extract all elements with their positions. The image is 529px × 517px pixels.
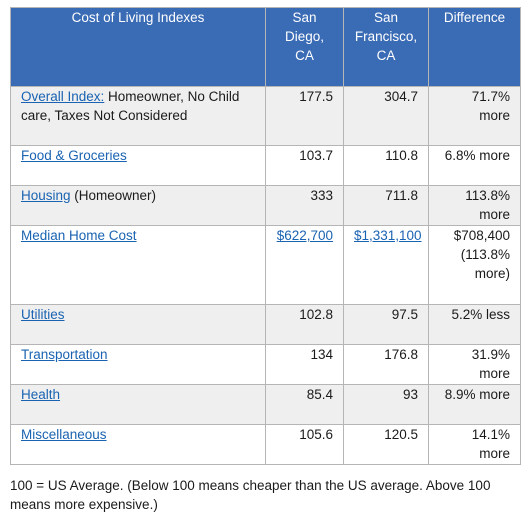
header-san-diego: San Diego, CA [265, 7, 344, 87]
difference-value: 8.9% more [428, 384, 521, 425]
median-home-cost-link[interactable]: Median Home Cost [21, 228, 137, 243]
housing-link[interactable]: Housing [21, 188, 71, 203]
food-groceries-link[interactable]: Food & Groceries [21, 148, 127, 163]
difference-value: 71.7% more [428, 86, 521, 146]
header-cost-of-living: Cost of Living Indexes [10, 7, 266, 87]
row-label: Overall Index: Homeowner, No Child care,… [10, 86, 266, 146]
san-diego-value: 102.8 [265, 304, 344, 345]
table-row: Median Home Cost $622,700 $1,331,100 $70… [10, 225, 521, 305]
san-francisco-value: 304.7 [343, 86, 429, 146]
difference-value: 5.2% less [428, 304, 521, 345]
difference-value: 31.9% more [428, 344, 521, 385]
table-header-row: Cost of Living Indexes San Diego, CA San… [10, 7, 521, 87]
difference-value: $708,400 (113.8% more) [428, 225, 521, 305]
san-francisco-value: 97.5 [343, 304, 429, 345]
san-francisco-value: 711.8 [343, 185, 429, 226]
row-label: Food & Groceries [10, 145, 266, 186]
header-difference: Difference [428, 7, 521, 87]
table-row: Housing (Homeowner) 333 711.8 113.8% mor… [10, 185, 521, 226]
san-diego-value: 103.7 [265, 145, 344, 186]
san-diego-value: 134 [265, 344, 344, 385]
san-diego-value: 177.5 [265, 86, 344, 146]
san-francisco-home-cost-link[interactable]: $1,331,100 [354, 228, 422, 243]
row-label-text: (Homeowner) [70, 188, 157, 203]
row-label: Housing (Homeowner) [10, 185, 266, 226]
table-row: Transportation 134 176.8 31.9% more [10, 344, 521, 385]
footnote: 100 = US Average. (Below 100 means cheap… [10, 478, 491, 512]
difference-value: 14.1% more [428, 424, 521, 465]
san-francisco-value: 176.8 [343, 344, 429, 385]
utilities-link[interactable]: Utilities [21, 307, 65, 322]
table-row: Food & Groceries 103.7 110.8 6.8% more [10, 145, 521, 186]
row-label: Health [10, 384, 266, 425]
miscellaneous-link[interactable]: Miscellaneous [21, 427, 107, 442]
san-diego-value: 105.6 [265, 424, 344, 465]
san-francisco-value: 110.8 [343, 145, 429, 186]
table-row: Overall Index: Homeowner, No Child care,… [10, 86, 521, 146]
san-diego-home-cost-link[interactable]: $622,700 [276, 228, 333, 243]
table-row: Miscellaneous 105.6 120.5 14.1% more [10, 424, 521, 465]
row-label: Transportation [10, 344, 266, 385]
san-diego-value: $622,700 [265, 225, 344, 305]
row-label-text: Homeowner, No Child care, Taxes Not Cons… [21, 89, 240, 123]
san-francisco-value: 120.5 [343, 424, 429, 465]
san-francisco-value: $1,331,100 [343, 225, 429, 305]
overall-index-link[interactable]: Overall Index: [21, 89, 105, 104]
row-label: Miscellaneous [10, 424, 266, 465]
difference-value: 6.8% more [428, 145, 521, 186]
transportation-link[interactable]: Transportation [21, 347, 108, 362]
table-row: Utilities 102.8 97.5 5.2% less [10, 304, 521, 345]
row-label: Median Home Cost [10, 225, 266, 305]
cost-of-living-table: Cost of Living Indexes San Diego, CA San… [10, 7, 521, 465]
row-label: Utilities [10, 304, 266, 345]
san-diego-value: 85.4 [265, 384, 344, 425]
health-link[interactable]: Health [21, 387, 61, 402]
header-san-francisco: San Francisco, CA [343, 7, 429, 87]
san-diego-value: 333 [265, 185, 344, 226]
san-francisco-value: 93 [343, 384, 429, 425]
table-row: Health 85.4 93 8.9% more [10, 384, 521, 425]
difference-value: 113.8% more [428, 185, 521, 226]
